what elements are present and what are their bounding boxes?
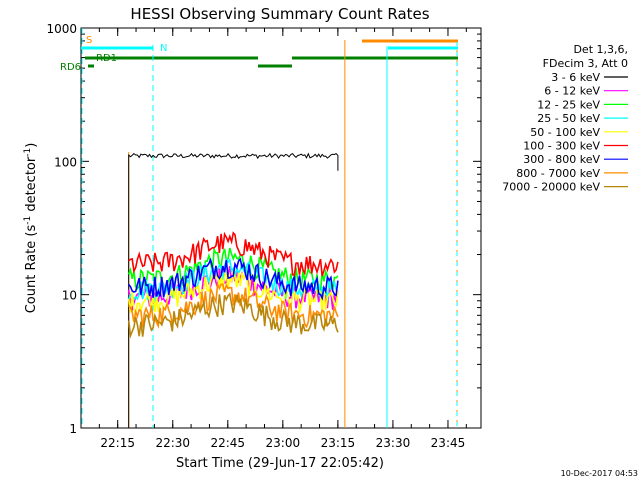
legend-label-0: 3 - 6 keV: [551, 71, 600, 84]
x-tick-label: 22:15: [100, 436, 135, 450]
x-tick-label: 23:30: [376, 436, 411, 450]
legend-label-4: 50 - 100 keV: [530, 126, 600, 139]
flag-label-n: N: [160, 43, 167, 54]
vertical-markers: [81, 28, 458, 428]
y-tick-label: 10: [62, 289, 77, 303]
legend-label-7: 800 - 7000 keV: [516, 167, 600, 180]
legend-label-5: 100 - 300 keV: [523, 140, 600, 153]
x-tick-label: 23:00: [266, 436, 301, 450]
legend-label-2: 12 - 25 keV: [537, 98, 600, 111]
y-axis-label-sup2: -1: [23, 148, 33, 157]
y-axis-label-end: ): [24, 143, 39, 148]
flag-label-rd1: RD1: [96, 53, 117, 64]
series-line-8: [127, 292, 339, 339]
y-axis-label-mid: detector: [24, 156, 39, 216]
series-line-6: [128, 257, 339, 301]
legend-label-6: 300 - 800 keV: [523, 153, 600, 166]
flag-label-rd6: RD6: [60, 62, 81, 73]
legend-label-8: 7000 - 20000 keV: [502, 181, 600, 194]
x-tick-label: 23:45: [431, 436, 466, 450]
x-tick-label: 22:30: [155, 436, 190, 450]
legend-label-1: 6 - 12 keV: [544, 85, 600, 98]
y-tick-label: 1: [69, 422, 77, 436]
plot-frame: [80, 27, 482, 429]
y-axis-label-main: Count Rate (s: [24, 225, 39, 314]
series-layer: [127, 152, 339, 428]
series-line-0: [128, 152, 339, 428]
axis-ticks: 22:15 22:30 22:45 23:00 23:15 23:30 23:45 1 10 10…: [46, 22, 481, 450]
legend-header-2: FDecim 3, Att 0: [543, 57, 628, 70]
y-axis-label-sup1: -1: [23, 216, 33, 225]
x-axis-label: Start Time (29-Jun-17 22:05:42): [176, 456, 384, 471]
y-axis-label: Count Rate (s-1 detector-1): [23, 143, 39, 314]
flags-layer: S N RD1 RD6: [60, 35, 458, 73]
series-line-5: [128, 231, 339, 277]
x-tick-label: 23:15: [321, 436, 356, 450]
chart-title: HESSI Observing Summary Count Rates: [130, 5, 429, 23]
footer-timestamp: 10-Dec-2017 04:53: [561, 469, 638, 478]
y-tick-label: 100: [54, 155, 77, 169]
flag-label-s: S: [86, 35, 92, 46]
y-tick-label: 1000: [46, 22, 77, 36]
legend-header-1: Det 1,3,6,: [573, 43, 628, 56]
x-tick-label: 22:45: [210, 436, 245, 450]
series-line-7: [128, 281, 339, 329]
legend-label-3: 25 - 50 keV: [537, 112, 600, 125]
